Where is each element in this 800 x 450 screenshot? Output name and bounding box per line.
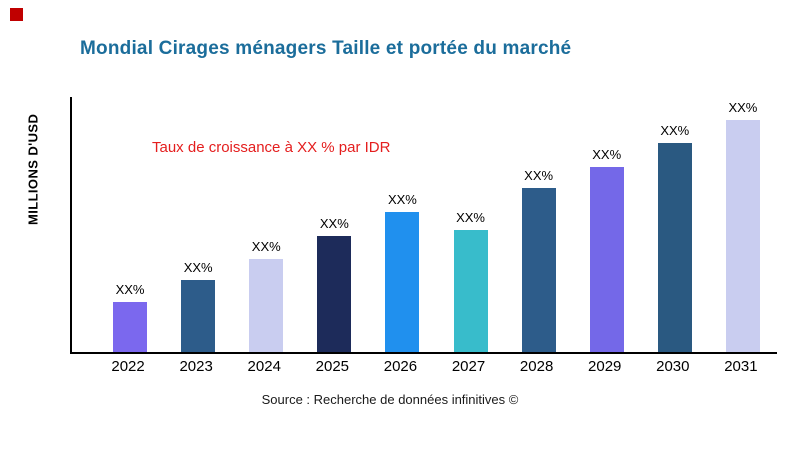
bar-value-label-2024: XX% — [251, 239, 281, 254]
bar-2022 — [113, 302, 148, 352]
growth-annotation: Taux de croissance à XX % par IDR — [152, 139, 391, 156]
bar-2025 — [317, 236, 352, 352]
bar-2029 — [589, 167, 624, 352]
x-tick-2027: 2027 — [451, 358, 486, 375]
bar-2030 — [657, 143, 692, 352]
bar-value-label-2022: XX% — [115, 282, 145, 297]
bar-slot-2028: XX% — [505, 97, 573, 352]
bar-2023 — [181, 280, 216, 352]
x-tick-2026: 2026 — [383, 358, 418, 375]
bar-value-label-2030: XX% — [660, 123, 690, 138]
x-tick-2024: 2024 — [247, 358, 281, 375]
x-tick-2025: 2025 — [315, 358, 350, 375]
bar-value-label-2027: XX% — [456, 210, 485, 225]
bar-slot-2023: XX% — [164, 97, 232, 352]
bar-slot-2024: XX% — [232, 97, 300, 352]
chart-title: Mondial Cirages ménagers Taille et porté… — [80, 38, 572, 59]
plot-area: Taux de croissance à XX % par IDR XX% XX%… — [70, 97, 777, 354]
x-tick-2029: 2029 — [588, 358, 622, 375]
bar-slot-2025: XX% — [300, 97, 368, 352]
bar-value-label-2023: XX% — [183, 260, 213, 275]
x-tick-2022: 2022 — [111, 358, 145, 375]
bar-2024 — [249, 259, 284, 352]
bar-slot-2026: XX% — [368, 97, 436, 352]
bar-2026 — [385, 212, 420, 352]
bar-slot-2029: XX% — [573, 97, 641, 352]
x-tick-2030: 2030 — [656, 358, 690, 375]
bar-slot-2022: XX% — [96, 97, 164, 352]
bar-slot-2027: XX% — [436, 97, 504, 352]
bar-slot-2031: XX% — [709, 97, 777, 352]
x-tick-2028: 2028 — [519, 358, 554, 375]
bars-container: XX% XX% XX% XX% XX% XX% XX% XX% XX% XX% — [72, 97, 777, 352]
x-tick-2031: 2031 — [724, 358, 758, 375]
x-tick-2023: 2023 — [179, 358, 213, 375]
bar-value-label-2029: XX% — [592, 147, 622, 162]
source-text: Source : Recherche de données infinitive… — [261, 392, 519, 407]
brand-mark — [10, 8, 23, 21]
bar-value-label-2026: XX% — [387, 192, 417, 207]
bar-value-label-2025: XX% — [319, 216, 349, 231]
x-axis-ticks: 2022 2023 2024 2025 2026 2027 2028 2029 2030 2031 — [70, 358, 775, 375]
bar-value-label-2028: XX% — [524, 168, 554, 183]
bar-slot-2030: XX% — [641, 97, 709, 352]
bar-2027 — [453, 230, 488, 352]
bar-value-label-2031: XX% — [728, 100, 758, 115]
bar-2031 — [725, 120, 760, 352]
bar-2028 — [521, 188, 556, 352]
